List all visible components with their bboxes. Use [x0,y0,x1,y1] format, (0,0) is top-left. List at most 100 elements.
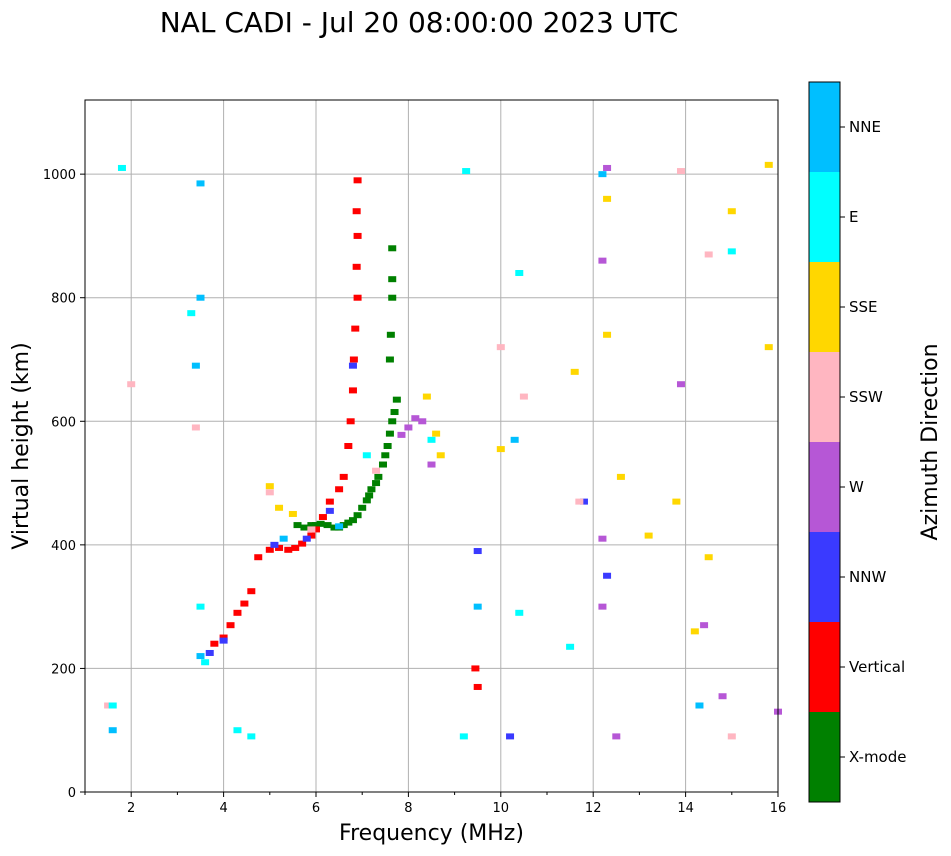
echo-point-x-mode [362,497,371,504]
echo-point-vertical [348,387,357,394]
echo-point-sse [727,208,736,215]
echo-point-nnw [219,637,228,644]
y-axis-ticks: 0 200 400 600 800 1000 [43,168,85,801]
echo-point-e [117,164,126,171]
echo-point-vertical [318,514,327,521]
y-tick-label: 800 [51,292,76,307]
echo-point-e [515,609,524,616]
colorbar-segment [809,352,840,442]
echo-point-ssw [727,733,736,740]
y-tick-label: 400 [51,539,76,554]
echo-point-x-mode [358,504,367,511]
colorbar-segment [809,622,840,712]
echo-point-e [515,270,524,276]
echo-point-e [233,727,242,734]
echo-point-nne [191,362,200,369]
colorbar-frame [808,81,841,803]
echo-point-x-mode [385,356,394,363]
colorbar-label: Vertical [849,658,905,676]
echo-point-vertical [307,532,316,539]
echo-point-w [718,693,727,700]
colorbar-segment [809,442,840,532]
echo-points [104,161,782,740]
echo-point-w [598,603,607,610]
echo-point-e [427,436,436,443]
colorbar-segment [809,82,840,172]
echo-point-x-mode [388,418,397,425]
echo-point-ssw [191,424,200,431]
echo-point-nnw [579,498,588,505]
echo-point-vertical [325,498,334,505]
echo-point-sse [603,331,612,338]
echo-point-nnw [603,572,612,579]
echo-point-vertical [275,544,284,551]
echo-point-vertical [284,546,293,553]
echo-point-x-mode [365,492,374,499]
echo-point-x-mode [388,294,397,301]
echo-point-nne [473,603,482,610]
echo-point-e [247,733,256,740]
echo-point-ssw [676,168,685,175]
colorbar-label: SSE [849,298,878,316]
echo-point-nnw [302,535,311,542]
y-tick-label: 1000 [43,168,76,183]
echo-point-sse [672,498,681,505]
echo-point-ssw [104,702,113,709]
echo-point-sse [764,344,773,351]
echo-point-vertical [298,540,307,547]
echo-point-nne [335,523,344,530]
echo-point-x-mode [367,486,376,493]
echo-point-w [603,164,612,171]
echo-point-ssw [127,381,136,388]
echo-point-nne [279,535,288,542]
echo-point-e [462,168,471,175]
echo-point-w [418,418,427,425]
echo-point-sse [616,473,625,480]
echo-point-w [612,733,621,740]
x-axis-label: Frequency (MHz) [339,821,524,846]
echo-point-ssw [307,526,316,533]
echo-point-sse [704,554,713,561]
echo-point-x-mode [385,430,394,437]
echo-point-vertical [240,600,249,607]
colorbar-segment [809,532,840,622]
colorbar-label: X-mode [849,748,906,766]
x-tick-label: 12 [585,801,602,816]
echo-point-x-mode [348,517,357,524]
echo-point-nne [695,702,704,709]
echo-point-x-mode [378,461,387,468]
echo-point-vertical [335,486,344,493]
echo-point-x-mode [374,473,383,480]
echo-point-sse [436,452,445,459]
echo-point-ssw [265,489,274,496]
grid-lines [85,100,779,793]
echo-point-x-mode [312,522,320,529]
echo-point-sse [603,195,612,202]
echo-point-sse [265,483,274,490]
echo-point-x-mode [383,443,392,449]
echo-point-x-mode [381,452,390,459]
colorbar: X-mode Vertical NNW W SSW SSE E NNE [808,81,906,803]
echo-point-ssw [496,344,505,351]
colorbar-label: W [849,478,864,496]
echo-point-x-mode [300,524,309,531]
colorbar-label: E [849,208,858,226]
echo-point-w [427,461,436,468]
colorbar-label: SSW [849,388,883,406]
echo-point-nne [196,653,205,660]
echo-point-e [362,452,371,459]
echo-point-vertical [352,263,361,270]
x-tick-label: 8 [404,801,412,816]
echo-point-e [727,248,736,255]
echo-point-sse [496,446,505,453]
echo-point-vertical [265,546,274,553]
echo-point-e [566,643,575,650]
echo-point-vertical [344,443,353,449]
echo-point-nnw [348,362,357,369]
echo-point-e [196,603,205,610]
echo-point-x-mode [390,409,399,416]
echo-point-x-mode [293,522,302,529]
echo-point-x-mode [330,524,339,531]
colorbar-segment [809,172,840,262]
echo-point-sse [288,510,297,517]
